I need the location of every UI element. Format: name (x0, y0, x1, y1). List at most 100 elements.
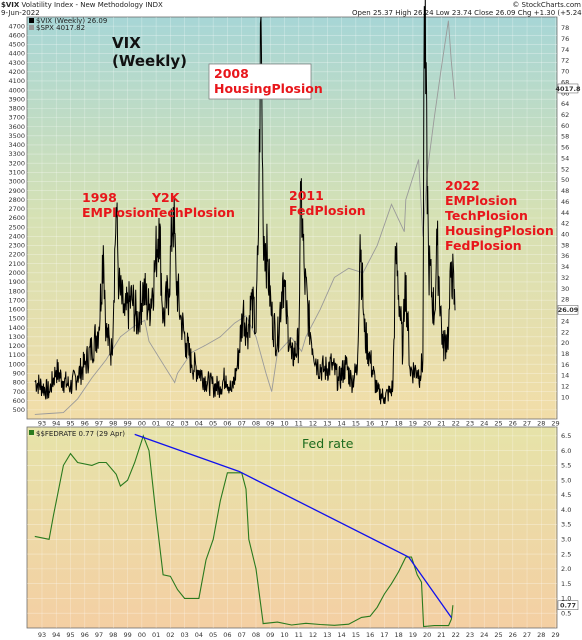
right-axis-tick-label: 12 (561, 383, 569, 391)
left-axis-tick-label: 1800 (8, 287, 25, 295)
left-axis-tick-label: 2800 (8, 196, 25, 204)
fed-axis-tick-label: 2.0 (561, 565, 571, 573)
x-axis-tick-label: 06 (223, 420, 231, 428)
close-label: Close (474, 9, 493, 17)
fed-value-flag: 0.77 (560, 602, 576, 610)
spx-value-flag: 4017.8 (555, 85, 581, 93)
x-axis-tick-label: 93 (38, 420, 46, 428)
header-date: 9-Jun-2022 (1, 9, 40, 17)
header-symbol: $VIX (1, 1, 20, 9)
annotation-line: EMPlosion (445, 193, 517, 208)
x-axis-tick-label: 17 (380, 631, 388, 639)
x-axis-tick-label: 23 (466, 420, 474, 428)
x-axis-tick-label: 29 (551, 420, 559, 428)
left-axis-tick-label: 2300 (8, 242, 25, 250)
right-axis-tick-label: 46 (561, 198, 569, 206)
right-axis-tick-label: 38 (561, 241, 569, 249)
annotation-line: 2008 (214, 66, 249, 81)
right-axis-tick-label: 22 (561, 328, 569, 336)
x-axis-tick-label: 13 (323, 420, 331, 428)
left-axis-tick-label: 1000 (8, 360, 25, 368)
left-axis-tick-label: 2500 (8, 223, 25, 231)
x-axis-tick-label: 03 (181, 420, 189, 428)
header-line-1: $VIX Volatility Index - New Methodology … (1, 1, 163, 9)
x-axis-tick-label: 97 (95, 420, 103, 428)
trendline-2 (238, 470, 409, 558)
fed-axis-tick-label: 3.5 (561, 521, 571, 529)
x-axis-tick-label: 25 (494, 631, 502, 639)
right-axis-tick-label: 54 (561, 154, 569, 162)
x-axis-tick-label: 93 (38, 631, 46, 639)
left-axis-tick-label: 3400 (8, 141, 25, 149)
x-axis-tick-label: 00 (138, 631, 146, 639)
fed-axis-tick-label: 4.0 (561, 506, 571, 514)
x-axis-tick-label: 01 (152, 631, 160, 639)
left-axis-tick-label: 2200 (8, 251, 25, 259)
right-axis-tick-label: 66 (561, 89, 569, 97)
right-axis-tick-label: 18 (561, 350, 569, 358)
vix-line (34, 0, 456, 405)
right-axis-tick-label: 58 (561, 133, 569, 141)
right-axis-tick-label: 64 (561, 100, 569, 108)
x-axis: 93 93 94 94 95 95 96 96 97 97 98 98 99 99 00 00 01 01 02 02… (38, 420, 560, 640)
x-axis-tick-label: 24 (480, 631, 488, 639)
fed-panel-series (34, 433, 454, 628)
annotation-line: FedPlosion (445, 238, 522, 253)
x-axis-tick-label: 01 (152, 420, 160, 428)
vix-title-line-2: (Weekly) (112, 52, 187, 70)
right-axis-tick-label: 10 (561, 393, 569, 401)
x-axis-tick-label: 04 (195, 631, 203, 639)
left-axis-tick-label: 1700 (8, 296, 25, 304)
vix-title-line-1: VIX (112, 34, 141, 52)
fed-panel-axes: 0.5 1.0 1.5 2.0 2.5 3.0 3.5 4.0 4.5 5.0 5.5 6.0 6.5 0… (557, 432, 579, 617)
right-axis-tick-label: 72 (561, 57, 569, 65)
x-axis-tick-label: 97 (95, 631, 103, 639)
x-axis-tick-label: 95 (66, 631, 74, 639)
vix-panel-series (34, 0, 456, 415)
credit-text: © StockCharts.com (512, 1, 581, 9)
x-axis-tick-label: 94 (52, 420, 60, 428)
x-axis-tick-label: 02 (166, 631, 174, 639)
annotation-line: TechPlosion (445, 208, 528, 223)
x-axis-tick-label: 27 (523, 631, 531, 639)
annotation-line: 2011 (289, 188, 324, 203)
chg-value: +1.30 (+5.24%) (534, 9, 582, 17)
x-axis-tick-label: 08 (252, 631, 260, 639)
left-axis-tick-label: 600 (13, 397, 25, 405)
right-axis-tick-label: 28 (561, 296, 569, 304)
x-axis-tick-label: 29 (551, 631, 559, 639)
x-axis-tick-label: 99 (123, 631, 131, 639)
annotation-line: 1998 (82, 190, 117, 205)
left-axis-tick-label: 4100 (8, 77, 25, 85)
left-axis-tick-label: 4200 (8, 68, 25, 76)
x-axis-tick-label: 28 (537, 420, 545, 428)
right-axis-tick-label: 14 (561, 372, 569, 380)
left-axis-tick-label: 3600 (8, 123, 25, 131)
fed-axis-tick-label: 1.5 (561, 580, 571, 588)
left-axis-tick-label: 4300 (8, 59, 25, 67)
x-axis-tick-label: 05 (209, 631, 217, 639)
left-axis-tick-label: 4600 (8, 31, 25, 39)
fed-axis-tick-label: 2.5 (561, 550, 571, 558)
right-axis-tick-label: 20 (561, 339, 569, 347)
left-axis-tick-label: 2100 (8, 260, 25, 268)
x-axis-tick-label: 26 (509, 420, 517, 428)
close-value: 26.09 (495, 9, 515, 17)
x-axis-tick-label: 19 (409, 420, 417, 428)
x-axis-tick-label: 10 (280, 631, 288, 639)
spx-legend-label: $SPX 4017.82 (36, 24, 85, 32)
fed-axis-tick-label: 5.0 (561, 476, 571, 484)
annotation-line: TechPlosion (152, 205, 235, 220)
left-axis-tick-label: 1200 (8, 342, 25, 350)
vix-legend-swatch (29, 18, 34, 23)
x-axis-tick-label: 13 (323, 631, 331, 639)
x-axis-tick-label: 99 (123, 420, 131, 428)
left-axis-tick-label: 1400 (8, 324, 25, 332)
right-axis-tick-label: 70 (561, 68, 569, 76)
vix-legend: $VIX (Weekly) 26.09 $SPX 4017.82 (29, 17, 107, 32)
x-axis-tick-label: 15 (352, 420, 360, 428)
left-axis-tick-label: 500 (13, 406, 25, 414)
right-axis-tick-label: 52 (561, 165, 569, 173)
chg-label: Chg (518, 9, 532, 17)
header-exchange: INDX (145, 1, 163, 9)
